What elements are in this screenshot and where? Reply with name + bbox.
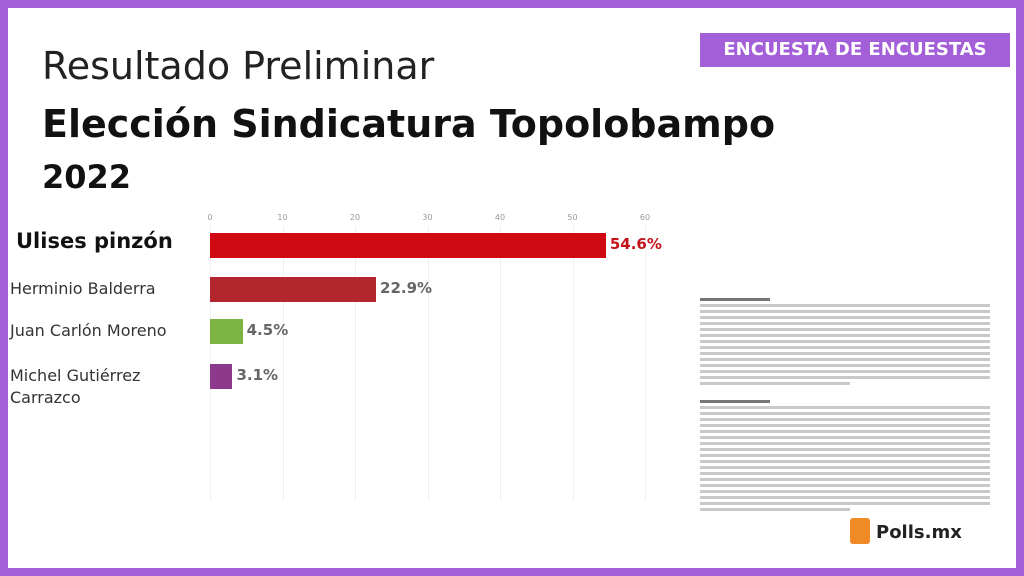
note-line: [700, 322, 990, 325]
note-line: [700, 376, 990, 379]
note-line: [700, 442, 990, 445]
note-line: [700, 316, 990, 319]
note-line: [700, 358, 990, 361]
category-label: Michel Gutiérrez Carrazco: [10, 366, 141, 407]
note-line: [700, 478, 990, 481]
note-line: [700, 412, 990, 415]
bar: [210, 277, 377, 302]
note-line: [700, 424, 990, 427]
note-line: [700, 502, 990, 505]
value-label: 4.5%: [246, 321, 289, 339]
grid-line: [427, 226, 429, 501]
note-line: [700, 370, 990, 373]
grid-line: [282, 226, 284, 501]
bar: [210, 233, 606, 258]
subtitle: Elección Sindicatura Topolobampo: [42, 102, 776, 146]
x-tick-label: 20: [349, 213, 361, 222]
note-line: [700, 484, 990, 487]
note-line: [700, 448, 990, 451]
x-tick-label: 30: [422, 213, 433, 222]
badge: ENCUESTA DE ENCUESTAS: [700, 33, 1010, 67]
note-line: [700, 460, 990, 463]
notes: [700, 298, 1000, 513]
value-label: 54.6%: [609, 235, 662, 253]
note-line: [700, 328, 990, 331]
note-line: [700, 490, 990, 493]
note-line: [700, 418, 990, 421]
note-line: [700, 406, 990, 409]
note-line: [700, 466, 990, 469]
note-line: [700, 436, 990, 439]
year: 2022: [42, 158, 132, 196]
note-line: [700, 352, 990, 355]
bar: [210, 319, 243, 344]
note-line: [700, 472, 990, 475]
note-line: [700, 298, 770, 301]
x-tick-label: 60: [639, 213, 651, 222]
logo-icon: [850, 518, 870, 544]
x-tick-label: 40: [494, 213, 506, 222]
x-tick-label: 10: [277, 213, 288, 222]
note-line: [700, 430, 990, 433]
grid-line: [500, 226, 501, 501]
category-label: Ulises pinzón: [16, 229, 173, 253]
note-line: [700, 508, 850, 511]
grid-line: [645, 226, 646, 501]
x-tick-label: 50: [567, 213, 578, 222]
title: Resultado Preliminar: [42, 44, 435, 88]
note-line: [700, 340, 990, 343]
note-line: [700, 346, 990, 349]
note-line: [700, 454, 990, 457]
note-line: [700, 400, 770, 403]
value-label: 3.1%: [236, 366, 279, 384]
grid-line: [355, 226, 356, 501]
note-line: [700, 304, 990, 307]
note-line: [700, 364, 990, 367]
value-label: 22.9%: [380, 279, 433, 297]
category-label: Herminio Balderra: [10, 279, 156, 298]
note-line: [700, 310, 990, 313]
bar: [210, 364, 233, 389]
note-line: [700, 496, 990, 499]
grid-line: [572, 226, 574, 501]
category-label: Juan Carlón Moreno: [10, 321, 167, 340]
note-line: [700, 382, 850, 385]
logo: Polls.mx: [876, 522, 962, 543]
note-line: [700, 334, 990, 337]
x-tick-label: 0: [207, 213, 213, 222]
grid-line: [210, 226, 211, 501]
